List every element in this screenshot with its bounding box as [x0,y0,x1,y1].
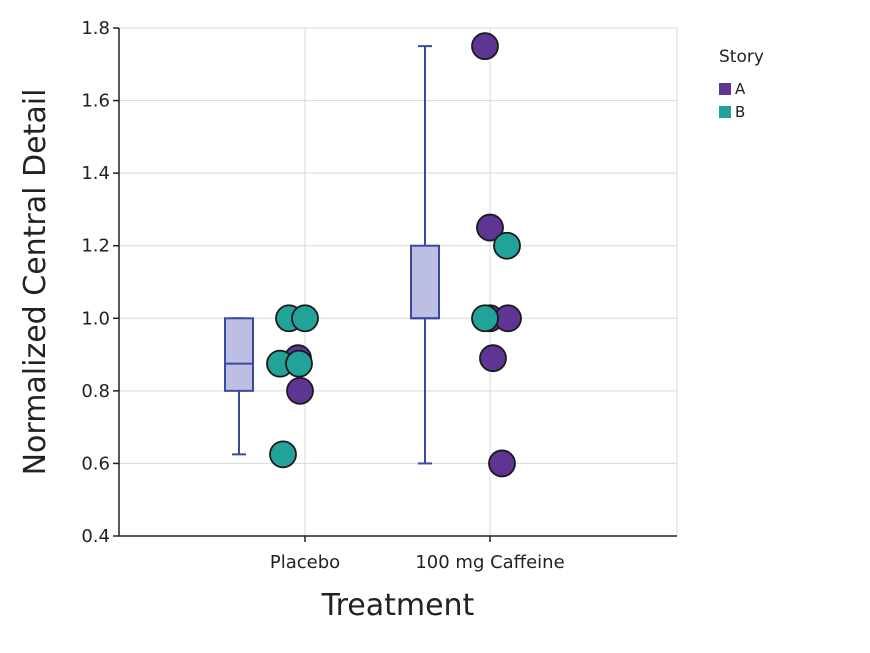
legend-label-b: B [735,103,745,121]
legend-label-a: A [735,80,746,98]
point-story-b-6 [471,304,499,333]
legend: Story A B [719,47,764,121]
y-tick-label-4: 1.2 [81,236,110,257]
x-axis-title: Treatment [321,588,475,623]
point-story-a-1 [286,376,314,405]
point-story-b-4 [269,440,297,469]
point-story-a-7 [488,449,516,478]
y-tick-label-5: 1.4 [81,163,110,184]
point-story-b-3 [285,349,313,378]
legend-title: Story [719,47,764,67]
y-tick-label-0: 0.4 [81,526,110,547]
y-tick-label-6: 1.6 [81,91,110,112]
point-story-a-3 [476,213,504,242]
axes: 0.4 0.6 0.8 1.0 1.2 1.4 1.6 1.8 Placebo 100 mg Ca… [81,18,677,573]
y-axis-title: Normalized Central Detail [18,89,53,476]
point-story-a-2 [471,32,499,61]
x-tick-label-1: 100 mg Caffeine [415,552,564,573]
grid-lines [118,27,678,537]
point-layer [266,32,522,478]
point-story-a-6 [479,344,507,373]
point-story-b-1 [291,304,319,333]
y-tick-label-3: 1.0 [81,308,110,329]
legend-swatch-a [719,83,731,95]
legend-swatch-b [719,106,731,118]
y-tick-label-2: 0.8 [81,381,110,402]
plot-frame [118,27,678,537]
box-layer [224,45,440,465]
box-1 [410,244,440,320]
point-story-b-5 [493,231,521,260]
x-tick-label-0: Placebo [270,552,340,573]
box-0 [224,317,254,392]
y-tick-label-7: 1.8 [81,18,110,39]
y-tick-label-1: 0.6 [81,453,110,474]
